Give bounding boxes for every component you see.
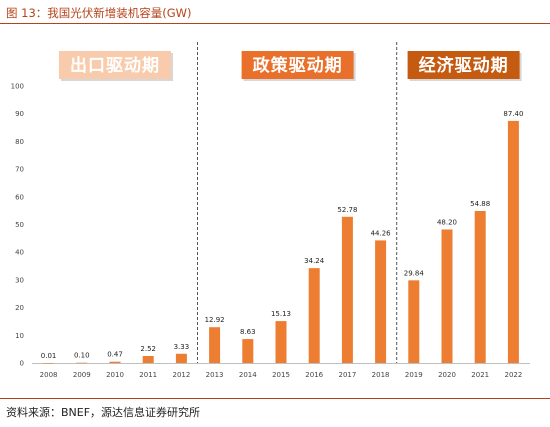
y-tick-label: 100 bbox=[11, 83, 24, 91]
bar bbox=[209, 327, 221, 363]
data-label: 44.26 bbox=[371, 229, 392, 237]
bar-series bbox=[43, 120, 519, 364]
x-tick-label: 2016 bbox=[305, 371, 323, 379]
bar bbox=[43, 362, 55, 364]
data-label: 0.47 bbox=[107, 351, 123, 359]
title-rule bbox=[0, 23, 550, 24]
data-label: 0.01 bbox=[41, 352, 57, 360]
phase-separators bbox=[197, 42, 398, 363]
data-label: 12.92 bbox=[205, 316, 225, 324]
x-tick-label: 2018 bbox=[372, 371, 390, 379]
data-label: 87.40 bbox=[503, 110, 523, 118]
phase-banners: 出口驱动期 政策驱动期 经济驱动期 bbox=[59, 51, 522, 81]
data-label: 29.84 bbox=[404, 269, 425, 277]
y-tick-label: 20 bbox=[15, 304, 24, 312]
bar bbox=[441, 229, 453, 363]
bar bbox=[142, 356, 154, 363]
data-label: 3.33 bbox=[174, 343, 190, 351]
y-tick-label: 10 bbox=[15, 332, 24, 340]
data-labels: 0.01 0.10 0.47 2.52 3.33 12.92 8.63 15.13 34.24 5… bbox=[41, 110, 524, 360]
y-tick-label: 60 bbox=[15, 193, 24, 201]
data-label: 48.20 bbox=[437, 218, 457, 226]
x-tick-label: 2019 bbox=[405, 371, 423, 379]
phase-banner-label: 出口驱动期 bbox=[70, 55, 160, 76]
bar bbox=[507, 120, 519, 363]
phase-banner bbox=[241, 51, 354, 79]
data-label: 0.10 bbox=[74, 352, 90, 360]
bar bbox=[109, 361, 121, 363]
y-tick-label: 40 bbox=[15, 249, 24, 257]
x-tick-label: 2008 bbox=[40, 371, 58, 379]
x-tick-label: 2012 bbox=[172, 371, 190, 379]
x-tick-label: 2020 bbox=[438, 371, 456, 379]
data-label: 54.88 bbox=[470, 200, 490, 208]
bar bbox=[474, 210, 486, 363]
x-tick-label: 2010 bbox=[106, 371, 124, 379]
y-tick-label: 70 bbox=[15, 166, 24, 174]
source-note: 资料来源：BNEF，源达信息证券研究所 bbox=[6, 406, 201, 419]
bar bbox=[408, 280, 420, 363]
y-tick-label: 90 bbox=[15, 110, 24, 118]
x-tick-label: 2013 bbox=[206, 371, 224, 379]
bar bbox=[341, 216, 353, 363]
y-tick-label: 0 bbox=[20, 360, 24, 368]
x-tick-label: 2014 bbox=[239, 371, 257, 379]
y-tick-label: 30 bbox=[15, 276, 24, 284]
bar bbox=[175, 353, 187, 363]
figure-title: 图 13：我国光伏新增装机容量(GW) bbox=[6, 6, 192, 20]
data-label: 52.78 bbox=[337, 206, 357, 214]
x-tick-label: 2011 bbox=[139, 371, 157, 379]
data-label: 8.63 bbox=[240, 328, 256, 336]
x-tick-label: 2017 bbox=[338, 371, 356, 379]
phase-banner-label: 政策驱动期 bbox=[253, 55, 343, 76]
x-tick-label: 2009 bbox=[73, 371, 91, 379]
x-axis-ticks: 2008 2009 2010 2011 2012 2013 2014 2015 2016 2017… bbox=[40, 371, 523, 379]
x-tick-label: 2015 bbox=[272, 371, 290, 379]
bar bbox=[242, 339, 254, 363]
x-tick-label: 2021 bbox=[471, 371, 489, 379]
bar bbox=[308, 268, 320, 363]
source-rule bbox=[0, 398, 550, 399]
y-tick-label: 50 bbox=[15, 221, 24, 229]
y-axis-ticks: 0 10 20 30 40 50 60 70 80 90 100 bbox=[11, 83, 24, 368]
data-label: 15.13 bbox=[271, 310, 291, 318]
phase-banner-label: 经济驱动期 bbox=[419, 55, 509, 76]
y-tick-label: 80 bbox=[15, 138, 24, 146]
bar bbox=[275, 321, 287, 363]
phase-banner bbox=[407, 51, 520, 79]
data-label: 34.24 bbox=[304, 257, 325, 265]
bar bbox=[375, 240, 387, 363]
data-label: 2.52 bbox=[140, 345, 156, 353]
bar bbox=[76, 362, 88, 364]
x-tick-label: 2022 bbox=[504, 371, 522, 379]
phase-banner bbox=[59, 51, 171, 79]
